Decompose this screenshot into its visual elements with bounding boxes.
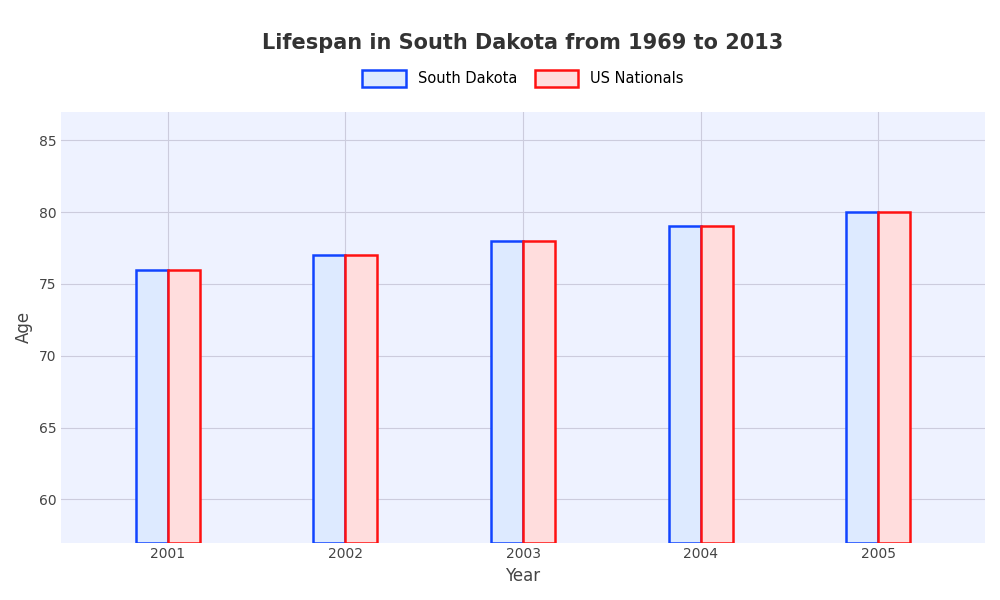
Bar bbox=[136, 269, 168, 542]
Y-axis label: Age: Age bbox=[15, 311, 33, 343]
Bar bbox=[491, 241, 523, 542]
Bar bbox=[846, 212, 878, 542]
X-axis label: Year: Year bbox=[505, 567, 541, 585]
Bar bbox=[523, 241, 555, 542]
Bar bbox=[701, 226, 733, 542]
Legend: South Dakota, US Nationals: South Dakota, US Nationals bbox=[355, 63, 691, 94]
Bar bbox=[878, 212, 910, 542]
Title: Lifespan in South Dakota from 1969 to 2013: Lifespan in South Dakota from 1969 to 20… bbox=[262, 33, 784, 53]
Bar bbox=[168, 269, 200, 542]
Bar bbox=[669, 226, 701, 542]
Bar bbox=[345, 255, 377, 542]
Bar bbox=[313, 255, 345, 542]
